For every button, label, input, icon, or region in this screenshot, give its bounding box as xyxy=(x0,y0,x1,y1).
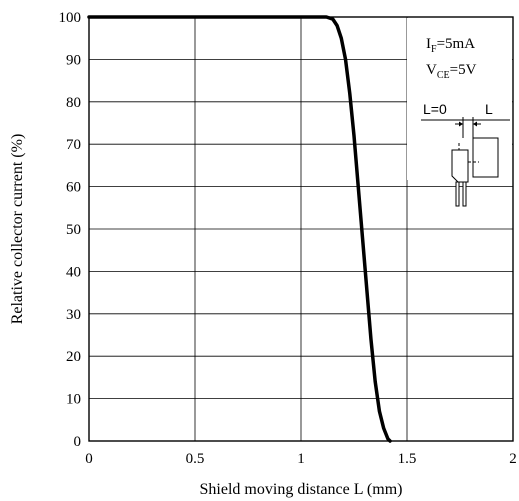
condition-vce: VCE=5V xyxy=(426,62,477,81)
sensor-pin xyxy=(455,181,460,207)
x-axis-label: Shield moving distance L (mm) xyxy=(200,481,403,498)
y-tick-label: 30 xyxy=(66,307,81,323)
y-tick-label: 50 xyxy=(66,222,81,238)
x-tick-label: 2 xyxy=(509,451,517,467)
sensor-body xyxy=(451,149,469,183)
y-axis-label: Relative collector current (%) xyxy=(9,134,26,325)
y-tick-label: 0 xyxy=(74,434,82,450)
x-tick-label: 1 xyxy=(297,451,305,467)
y-tick-label: 60 xyxy=(66,180,81,196)
shield-plate xyxy=(472,137,499,178)
diagram-label-zero: L=0 xyxy=(423,101,447,117)
x-tick-labels: 0 0.5 1 1.5 2 xyxy=(85,451,517,467)
y-tick-label: 80 xyxy=(66,95,81,111)
y-tick-label: 90 xyxy=(66,52,81,68)
y-tick-label: 70 xyxy=(66,137,81,153)
x-tick-label: 1.5 xyxy=(398,451,417,467)
y-tick-label: 20 xyxy=(66,349,81,365)
condition-if: IF=5mA xyxy=(426,36,475,55)
y-tick-label: 40 xyxy=(66,264,81,280)
x-tick-label: 0 xyxy=(85,451,93,467)
diagram-label-l: L xyxy=(485,101,493,117)
x-tick-label: 0.5 xyxy=(186,451,205,467)
measurement-diagram: L=0 L xyxy=(421,101,510,207)
y-tick-labels: 0 10 20 30 40 50 60 70 80 90 100 xyxy=(59,10,82,450)
series-line xyxy=(87,15,392,443)
sensor-pin xyxy=(462,181,467,207)
y-tick-label: 100 xyxy=(59,10,82,26)
y-tick-label: 10 xyxy=(66,392,81,408)
